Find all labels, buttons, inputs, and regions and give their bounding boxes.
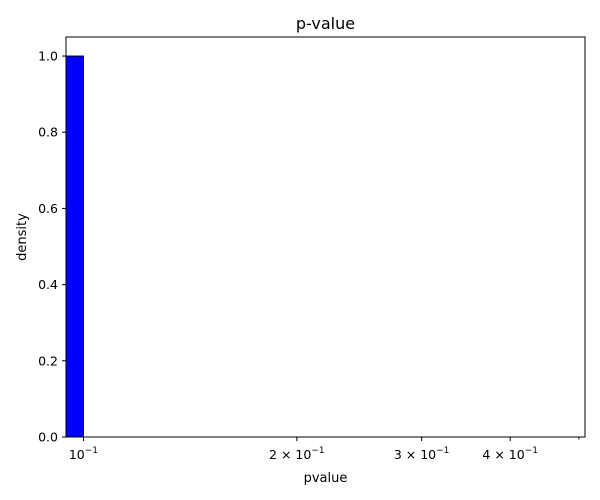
x-tick-label: 4 × 10−1	[482, 446, 538, 462]
histogram-bar	[65, 55, 84, 438]
y-tick-label: 0.2	[38, 353, 58, 368]
bars-group	[65, 55, 84, 438]
y-tick-label: 1.0	[38, 49, 58, 64]
y-tick-label: 0.8	[38, 125, 58, 140]
y-tick-label: 0.6	[38, 201, 58, 216]
x-tick-label: 2 × 10−1	[269, 446, 325, 462]
x-tick-label: 10−1	[69, 446, 98, 462]
y-axis-label: density	[15, 213, 30, 261]
chart-title: p-value	[296, 14, 355, 33]
x-axis-label: pvalue	[304, 471, 348, 486]
x-tick-label: 3 × 10−1	[394, 446, 450, 462]
y-tick-label: 0.4	[38, 277, 58, 292]
x-axis-ticks: 10−1 2 × 10−1 3 × 10−1 4 × 10−1	[69, 437, 580, 462]
y-tick-label: 0.0	[38, 430, 58, 445]
plot-frame	[65, 36, 586, 438]
y-axis-ticks: 0.0 0.2 0.4 0.6 0.8 1.0	[38, 49, 66, 445]
